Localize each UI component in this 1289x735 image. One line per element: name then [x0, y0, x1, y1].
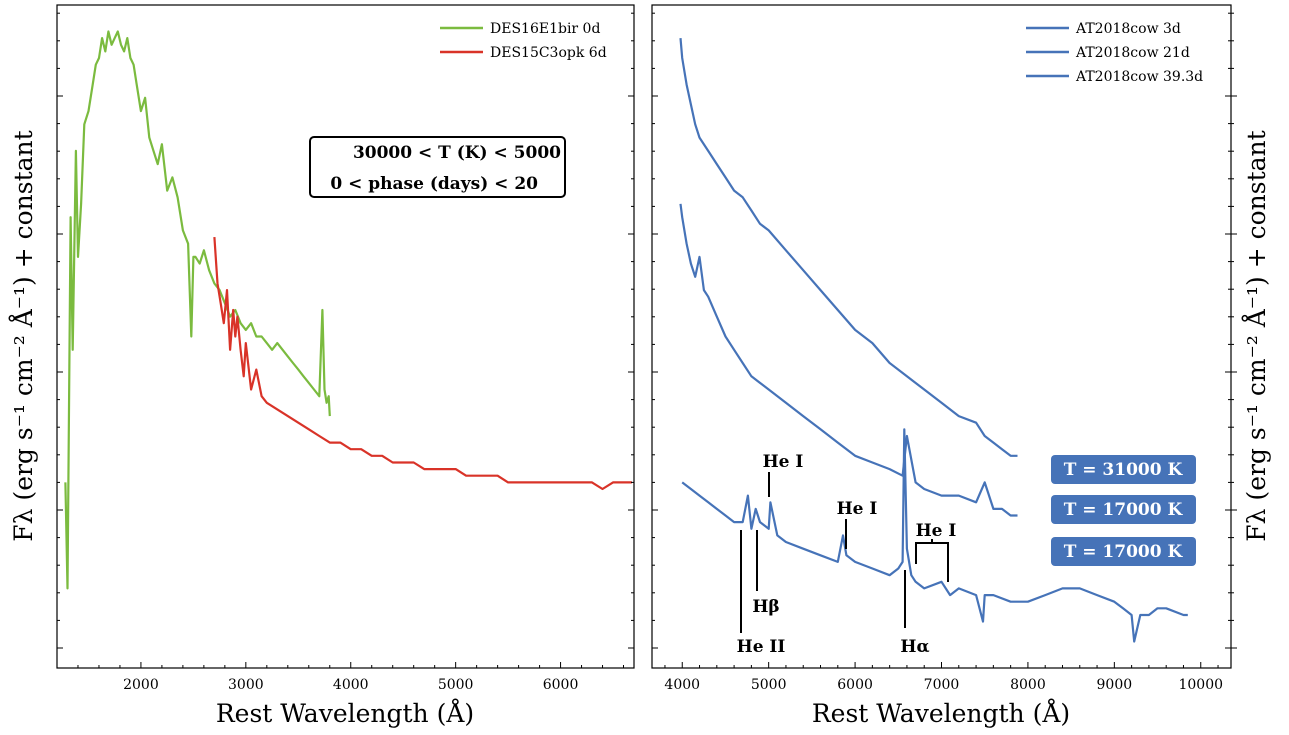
- right-axes-frame: [651, 4, 1232, 669]
- right-x-ticks: 4000 5000 6000 7000 8000 9000 10000: [664, 662, 1223, 693]
- h-beta-label: Hβ: [752, 597, 779, 617]
- condition-temperature-range: 30000 < T (K) < 5000: [353, 143, 561, 163]
- temp-badge-39d: T = 17000 K: [1064, 542, 1184, 562]
- he-i-label-2: He I: [837, 499, 878, 519]
- left-y-ticks: [57, 12, 634, 649]
- right-x-tick-label: 8000: [1010, 677, 1046, 693]
- right-series-line-2: [681, 428, 1188, 643]
- condition-phase-range: 0 < phase (days) < 20: [330, 174, 538, 194]
- legend-label-des16e1bir: DES16E1bir 0d: [490, 21, 600, 37]
- right-x-axis-title: Rest Wavelength (Å): [812, 698, 1070, 728]
- condition-box: 30000 < T (K) < 5000 0 < phase (days) < …: [309, 136, 566, 198]
- he-ii-label: He II: [737, 637, 786, 657]
- left-x-tick-label: 6000: [543, 677, 579, 693]
- temp-badge-21d: T = 17000 K: [1064, 500, 1184, 520]
- temp-badge-39d-bg: [1051, 537, 1196, 566]
- left-x-axis-title: Rest Wavelength (Å): [216, 698, 474, 728]
- right-x-tick-label: 9000: [1097, 677, 1133, 693]
- right-x-tick-label: 7000: [924, 677, 960, 693]
- left-x-tick-label: 5000: [438, 677, 474, 693]
- left-x-tick-label: 4000: [333, 677, 369, 693]
- legend-label-at2018cow-39d: AT2018cow 39.3d: [1075, 69, 1203, 85]
- right-legend: AT2018cow 3d AT2018cow 21d AT2018cow 39.…: [1026, 21, 1203, 85]
- left-axes-frame: [56, 4, 635, 669]
- left-y-axis-title: Fλ (erg s⁻¹ cm⁻² Å⁻¹) + constant: [8, 130, 38, 541]
- left-plot-area: [64, 30, 632, 590]
- left-legend: DES16E1bir 0d DES15C3opk 6d: [440, 21, 607, 61]
- left-x-tick-label: 3000: [228, 677, 264, 693]
- left-series-line-0: [64, 30, 331, 590]
- h-alpha-label: Hα: [900, 637, 929, 657]
- right-series-line-1: [679, 203, 1018, 517]
- right-x-tick-label: 5000: [751, 677, 787, 693]
- temperature-badges: T = 31000 K T = 17000 K T = 17000 K: [1051, 455, 1196, 566]
- legend-label-at2018cow-3d: AT2018cow 3d: [1075, 21, 1181, 37]
- line-annotations: [740, 472, 949, 633]
- right-y-ticks: [652, 12, 1237, 649]
- he-i-bracket-6678-7065: [915, 542, 949, 582]
- he-i-label-3: He I: [916, 521, 957, 541]
- left-x-ticks: 2000 3000 4000 5000 6000: [56, 662, 625, 693]
- condition-box-frame: [309, 136, 566, 198]
- he-i-label-1: He I: [763, 452, 804, 472]
- left-x-tick-label: 2000: [123, 677, 159, 693]
- temp-badge-3d-bg: [1051, 455, 1196, 484]
- legend-label-at2018cow-21d: AT2018cow 21d: [1075, 45, 1190, 61]
- right-x-tick-label: 10000: [1178, 677, 1223, 693]
- left-series-line-1: [213, 237, 632, 491]
- right-series-line-0: [679, 38, 1018, 457]
- right-panel: 4000 5000 6000 7000 8000 9000 10000 Rest Wavel…: [651, 4, 1271, 728]
- left-panel: 2000 3000 4000 5000 6000 Rest Wavelength (Å)…: [8, 4, 635, 728]
- right-x-tick-label: 4000: [664, 677, 700, 693]
- legend-label-des15c3opk: DES15C3opk 6d: [490, 45, 607, 61]
- right-y-axis-title: Fλ (erg s⁻¹ cm⁻² Å⁻¹) + constant: [1241, 130, 1271, 541]
- temp-badge-3d: T = 31000 K: [1064, 460, 1184, 480]
- right-x-tick-label: 6000: [837, 677, 873, 693]
- right-plot-area: [679, 38, 1188, 643]
- temp-badge-21d-bg: [1051, 495, 1196, 524]
